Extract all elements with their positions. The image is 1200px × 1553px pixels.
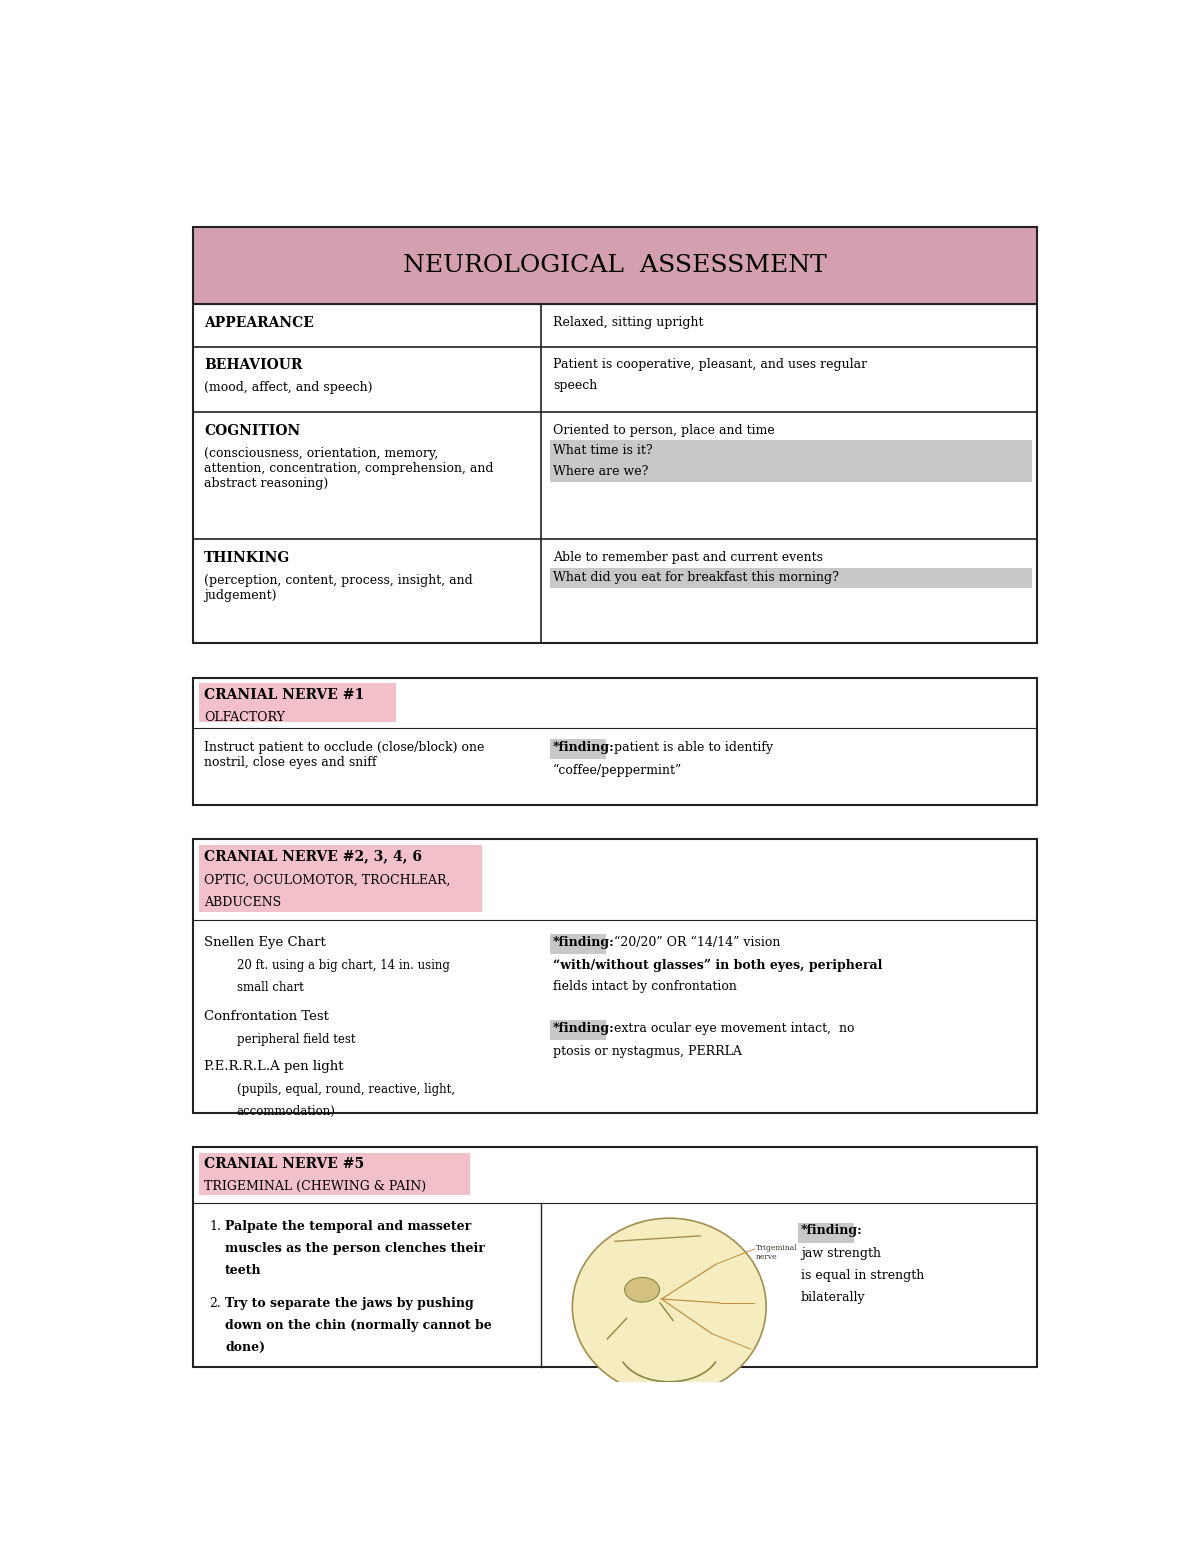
Text: NEUROLOGICAL  ASSESSMENT: NEUROLOGICAL ASSESSMENT [403,255,827,276]
Text: extra ocular eye movement intact,  no: extra ocular eye movement intact, no [610,1022,854,1034]
Text: accommodation): accommodation) [236,1106,336,1118]
Text: Able to remember past and current events: Able to remember past and current events [553,551,823,564]
FancyBboxPatch shape [550,933,606,954]
Text: Patient is cooperative, pleasant, and uses regular: Patient is cooperative, pleasant, and us… [553,359,868,371]
Text: patient is able to identify: patient is able to identify [610,741,773,753]
Text: speech: speech [553,379,598,391]
FancyBboxPatch shape [550,441,1032,461]
Text: (perception, content, process, insight, and
judgement): (perception, content, process, insight, … [204,573,473,601]
Text: Trigeminal
nerve: Trigeminal nerve [756,1244,798,1261]
FancyBboxPatch shape [550,739,606,759]
Text: (mood, affect, and speech): (mood, affect, and speech) [204,380,373,394]
Text: bilaterally: bilaterally [802,1291,865,1305]
Text: Relaxed, sitting upright: Relaxed, sitting upright [553,315,703,329]
Ellipse shape [572,1218,766,1395]
Text: *finding:: *finding: [553,1022,614,1034]
FancyBboxPatch shape [193,839,1037,1112]
Text: 20 ft. using a big chart, 14 in. using: 20 ft. using a big chart, 14 in. using [236,960,450,972]
FancyBboxPatch shape [199,683,396,722]
Text: OPTIC, OCULOMOTOR, TROCHLEAR,: OPTIC, OCULOMOTOR, TROCHLEAR, [204,874,451,887]
Text: Try to separate the jaws by pushing: Try to separate the jaws by pushing [226,1297,474,1309]
Text: jaw strength: jaw strength [802,1247,881,1259]
Text: ptosis or nystagmus, PERRLA: ptosis or nystagmus, PERRLA [553,1045,742,1058]
Text: Instruct patient to occlude (close/block) one
nostril, close eyes and sniff: Instruct patient to occlude (close/block… [204,741,485,769]
Text: THINKING: THINKING [204,551,290,565]
Text: TRIGEMINAL (CHEWING & PAIN): TRIGEMINAL (CHEWING & PAIN) [204,1180,426,1193]
FancyBboxPatch shape [193,304,1037,643]
Text: COGNITION: COGNITION [204,424,300,438]
FancyBboxPatch shape [550,1020,606,1041]
Text: muscles as the person clenches their: muscles as the person clenches their [226,1242,485,1255]
Text: *finding:: *finding: [553,741,614,753]
Text: “coffee/peppermint”: “coffee/peppermint” [553,764,683,776]
Text: Snellen Eye Chart: Snellen Eye Chart [204,935,326,949]
Text: CRANIAL NERVE #2, 3, 4, 6: CRANIAL NERVE #2, 3, 4, 6 [204,849,422,863]
Text: is equal in strength: is equal in strength [802,1269,924,1281]
Text: *finding:: *finding: [802,1224,863,1238]
Text: What did you eat for breakfast this morning?: What did you eat for breakfast this morn… [553,572,839,584]
FancyBboxPatch shape [193,677,1037,804]
FancyBboxPatch shape [550,567,1032,589]
Text: peripheral field test: peripheral field test [236,1033,355,1047]
Text: “with/without glasses” in both eyes, peripheral: “with/without glasses” in both eyes, per… [553,958,882,972]
Text: “20/20” OR “14/14” vision: “20/20” OR “14/14” vision [610,935,780,949]
Text: done): done) [226,1342,265,1354]
Text: 1.: 1. [210,1219,222,1233]
FancyBboxPatch shape [199,845,481,913]
Text: (consciousness, orientation, memory,
attention, concentration, comprehension, an: (consciousness, orientation, memory, att… [204,447,493,489]
FancyBboxPatch shape [798,1222,853,1242]
Text: Where are we?: Where are we? [553,464,648,478]
Text: Confrontation Test: Confrontation Test [204,1011,329,1023]
FancyBboxPatch shape [193,1148,1037,1367]
Text: OLFACTORY: OLFACTORY [204,711,286,724]
Ellipse shape [625,1278,660,1301]
Text: CRANIAL NERVE #5: CRANIAL NERVE #5 [204,1157,365,1171]
Text: What time is it?: What time is it? [553,444,653,457]
Text: BEHAVIOUR: BEHAVIOUR [204,359,302,373]
Text: *finding:: *finding: [553,935,614,949]
FancyBboxPatch shape [193,227,1037,304]
Text: CRANIAL NERVE #1: CRANIAL NERVE #1 [204,688,365,702]
Text: Oriented to person, place and time: Oriented to person, place and time [553,424,775,436]
Text: down on the chin (normally cannot be: down on the chin (normally cannot be [226,1318,492,1332]
Text: APPEARANCE: APPEARANCE [204,315,314,329]
Text: ABDUCENS: ABDUCENS [204,896,281,909]
Text: small chart: small chart [236,981,304,994]
Text: P.E.R.R.L.A pen light: P.E.R.R.L.A pen light [204,1061,343,1073]
Text: fields intact by confrontation: fields intact by confrontation [553,980,737,994]
FancyBboxPatch shape [199,1152,470,1196]
FancyBboxPatch shape [550,461,1032,481]
Text: (pupils, equal, round, reactive, light,: (pupils, equal, round, reactive, light, [236,1084,455,1096]
Text: teeth: teeth [226,1264,262,1278]
Text: 2.: 2. [210,1297,222,1309]
Text: Palpate the temporal and masseter: Palpate the temporal and masseter [226,1219,472,1233]
